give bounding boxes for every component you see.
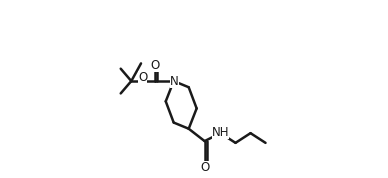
Text: O: O xyxy=(151,59,160,72)
Text: O: O xyxy=(200,161,209,174)
Text: N: N xyxy=(170,75,178,88)
Text: NH: NH xyxy=(211,126,229,139)
Text: O: O xyxy=(138,71,147,84)
